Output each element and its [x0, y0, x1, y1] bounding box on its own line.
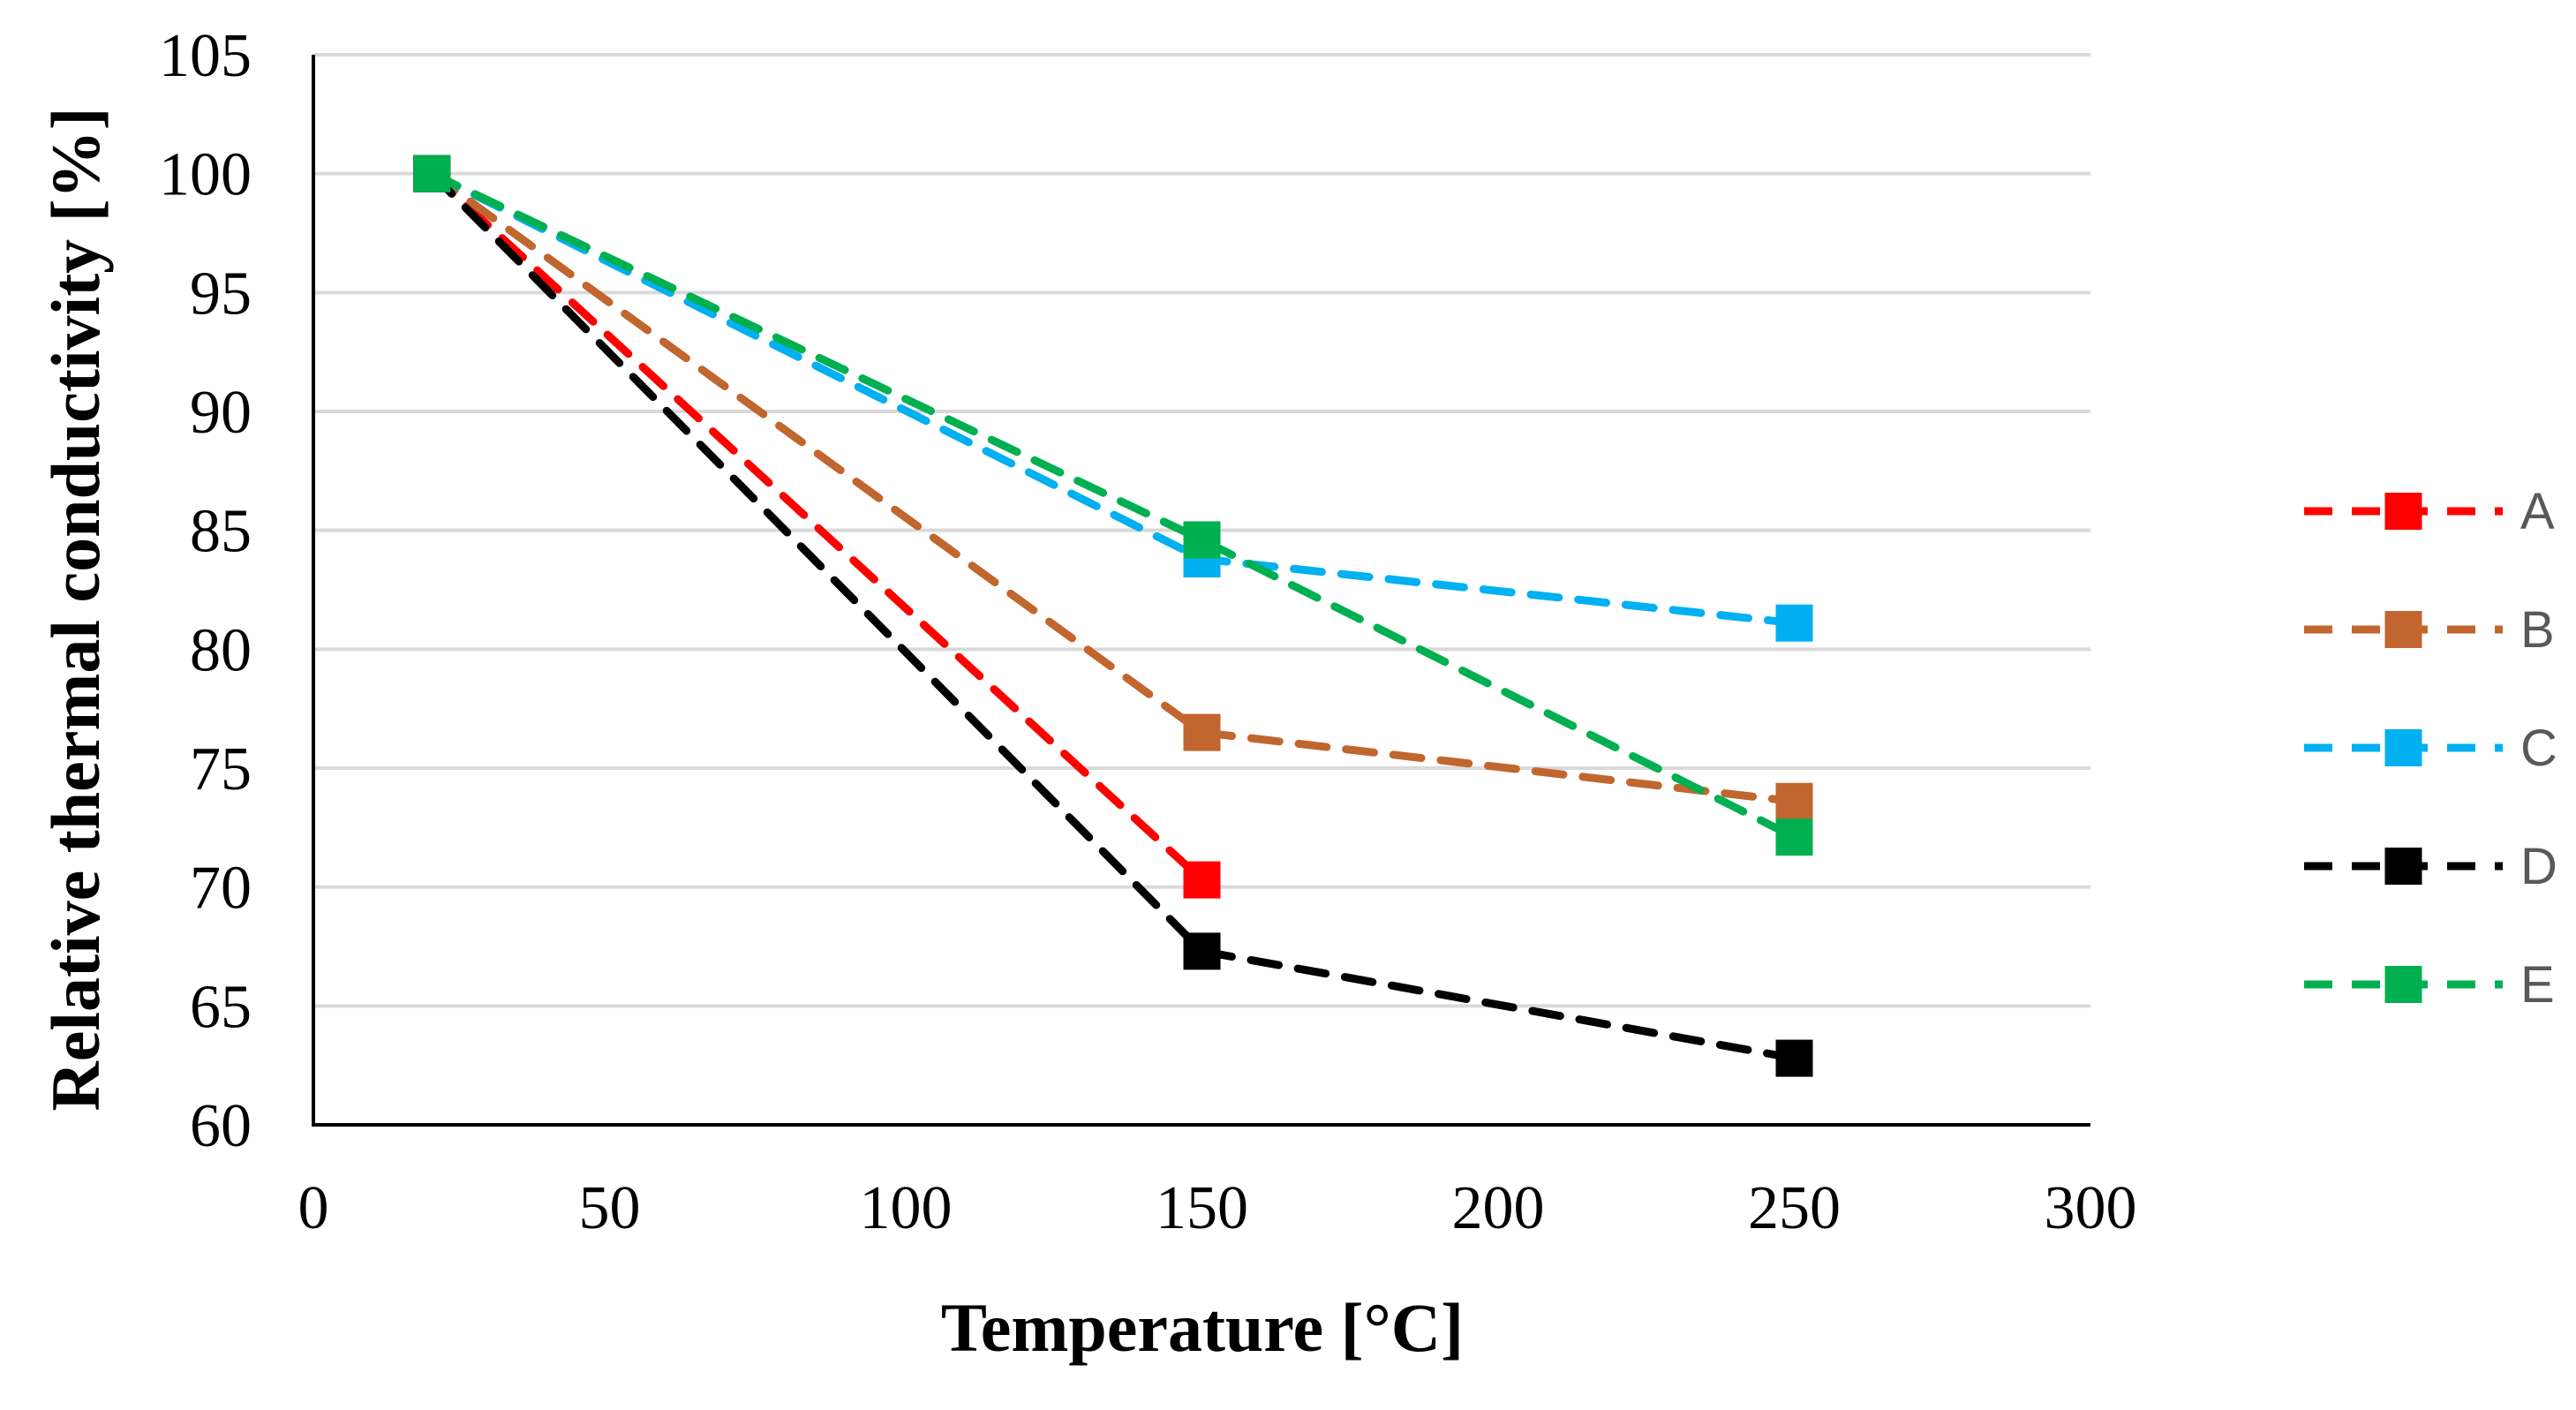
legend-marker-d	[2384, 848, 2422, 885]
marker-c	[1775, 604, 1813, 642]
marker-e	[1183, 521, 1221, 559]
legend-item-c: C	[2304, 720, 2557, 777]
y-tick-labels: 60 65 70 75 80 85 90 95 100 105	[159, 22, 252, 1160]
series-line-d	[427, 170, 1798, 1063]
series-line-b	[427, 170, 1798, 806]
legend-label-c: C	[2520, 720, 2557, 777]
legend-label-b: B	[2520, 601, 2555, 659]
legend: A B C D E	[2304, 483, 2557, 1014]
marker-a	[1183, 861, 1221, 899]
y-tick-label: 65	[190, 973, 252, 1041]
marker-e	[1775, 818, 1813, 856]
marker-e	[413, 155, 451, 192]
x-tick-label: 150	[1156, 1174, 1248, 1242]
legend-item-e: E	[2304, 956, 2555, 1014]
legend-item-a: A	[2304, 483, 2555, 540]
x-tick-label: 100	[860, 1174, 953, 1242]
x-tick-label: 300	[2045, 1174, 2137, 1242]
legend-marker-e	[2384, 966, 2422, 1003]
y-tick-label: 90	[190, 379, 252, 447]
x-tick-labels: 0 50 100 150 200 250 300	[298, 1174, 2137, 1242]
x-axis-title: Temperature [°C]	[941, 1289, 1464, 1366]
y-tick-label: 70	[190, 855, 252, 923]
legend-label-d: D	[2520, 838, 2557, 895]
series-line-a	[427, 170, 1206, 885]
legend-marker-b	[2384, 611, 2422, 648]
legend-label-e: E	[2520, 956, 2555, 1014]
legend-label-a: A	[2520, 483, 2555, 540]
marker-b	[1775, 782, 1813, 820]
x-tick-label: 50	[579, 1174, 641, 1242]
series-line-e	[427, 170, 1798, 841]
y-tick-label: 75	[190, 735, 252, 803]
series-markers	[413, 155, 1813, 1077]
y-tick-label: 85	[190, 498, 252, 566]
x-tick-label: 250	[1748, 1174, 1841, 1242]
series-lines	[427, 170, 1798, 1063]
axes	[312, 55, 2090, 1127]
legend-marker-c	[2384, 729, 2422, 766]
y-tick-label: 100	[159, 141, 252, 209]
marker-d	[1775, 1039, 1813, 1077]
y-tick-label: 60	[190, 1092, 252, 1160]
legend-item-b: B	[2304, 601, 2555, 659]
x-tick-label: 0	[298, 1174, 329, 1242]
legend-marker-a	[2384, 493, 2422, 530]
series-line-c	[427, 170, 1798, 628]
x-tick-label: 200	[1452, 1174, 1545, 1242]
y-tick-label: 105	[159, 22, 252, 90]
marker-b	[1183, 713, 1221, 751]
y-tick-label: 80	[190, 616, 252, 684]
y-tick-label: 95	[190, 260, 252, 328]
y-axis-title: Relative thermal conductivity [%]	[37, 107, 114, 1111]
legend-item-d: D	[2304, 838, 2557, 895]
marker-d	[1183, 932, 1221, 970]
